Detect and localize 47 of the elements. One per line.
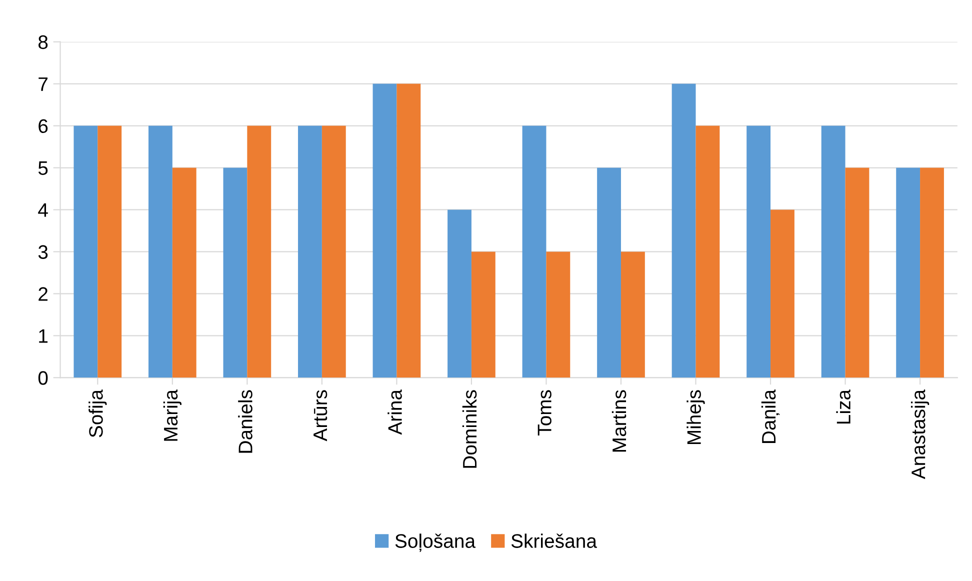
x-tick-label: Marija [163,389,182,441]
bar [746,126,771,378]
x-tick-label: Liza [836,389,850,424]
bar [448,210,472,378]
x-tick-label: Dominiks [462,390,477,468]
bar [522,126,546,378]
bar [821,126,846,378]
bar [74,126,98,378]
bar [372,84,397,378]
x-tick-label: Sofija [88,389,107,438]
x-tick-label: Arina [388,389,402,435]
bar [770,210,794,378]
x-tick-label: Martins [612,390,626,452]
bar [98,126,122,378]
x-tick-label: Toms [538,390,552,436]
bar [845,168,870,378]
bar [620,252,645,378]
y-tick-label: 3 [38,245,48,259]
bar [148,126,172,378]
bar [322,126,346,378]
y-tick-label: 4 [38,203,48,217]
x-tick-label: Daniels [238,390,252,453]
legend-label: Soļošana [395,534,476,552]
x-tick-label: Artūrs [314,390,328,442]
y-tick-label: 1 [39,329,48,343]
bar [672,84,696,378]
y-tick-label: 8 [38,35,48,50]
legend-label: Skriešana [511,534,597,548]
bar [896,168,920,378]
y-tick-label: 2 [38,287,48,301]
x-tick-label: Anastasija [910,389,930,480]
x-tick-label: Mihejs [686,390,705,444]
bar [597,168,621,378]
y-tick-label: 0 [38,371,48,385]
bar [546,252,570,378]
y-tick-label: 5 [38,161,48,175]
bar [471,252,496,378]
y-tick-label: 6 [38,119,48,134]
bar [172,168,196,378]
x-tick-label: Daņila [761,389,780,443]
bar [298,126,322,378]
bar [920,168,944,378]
bar [247,126,272,378]
bar [396,84,421,378]
bar [696,126,720,378]
bar [223,168,248,378]
y-tick-label: 7 [38,77,48,91]
